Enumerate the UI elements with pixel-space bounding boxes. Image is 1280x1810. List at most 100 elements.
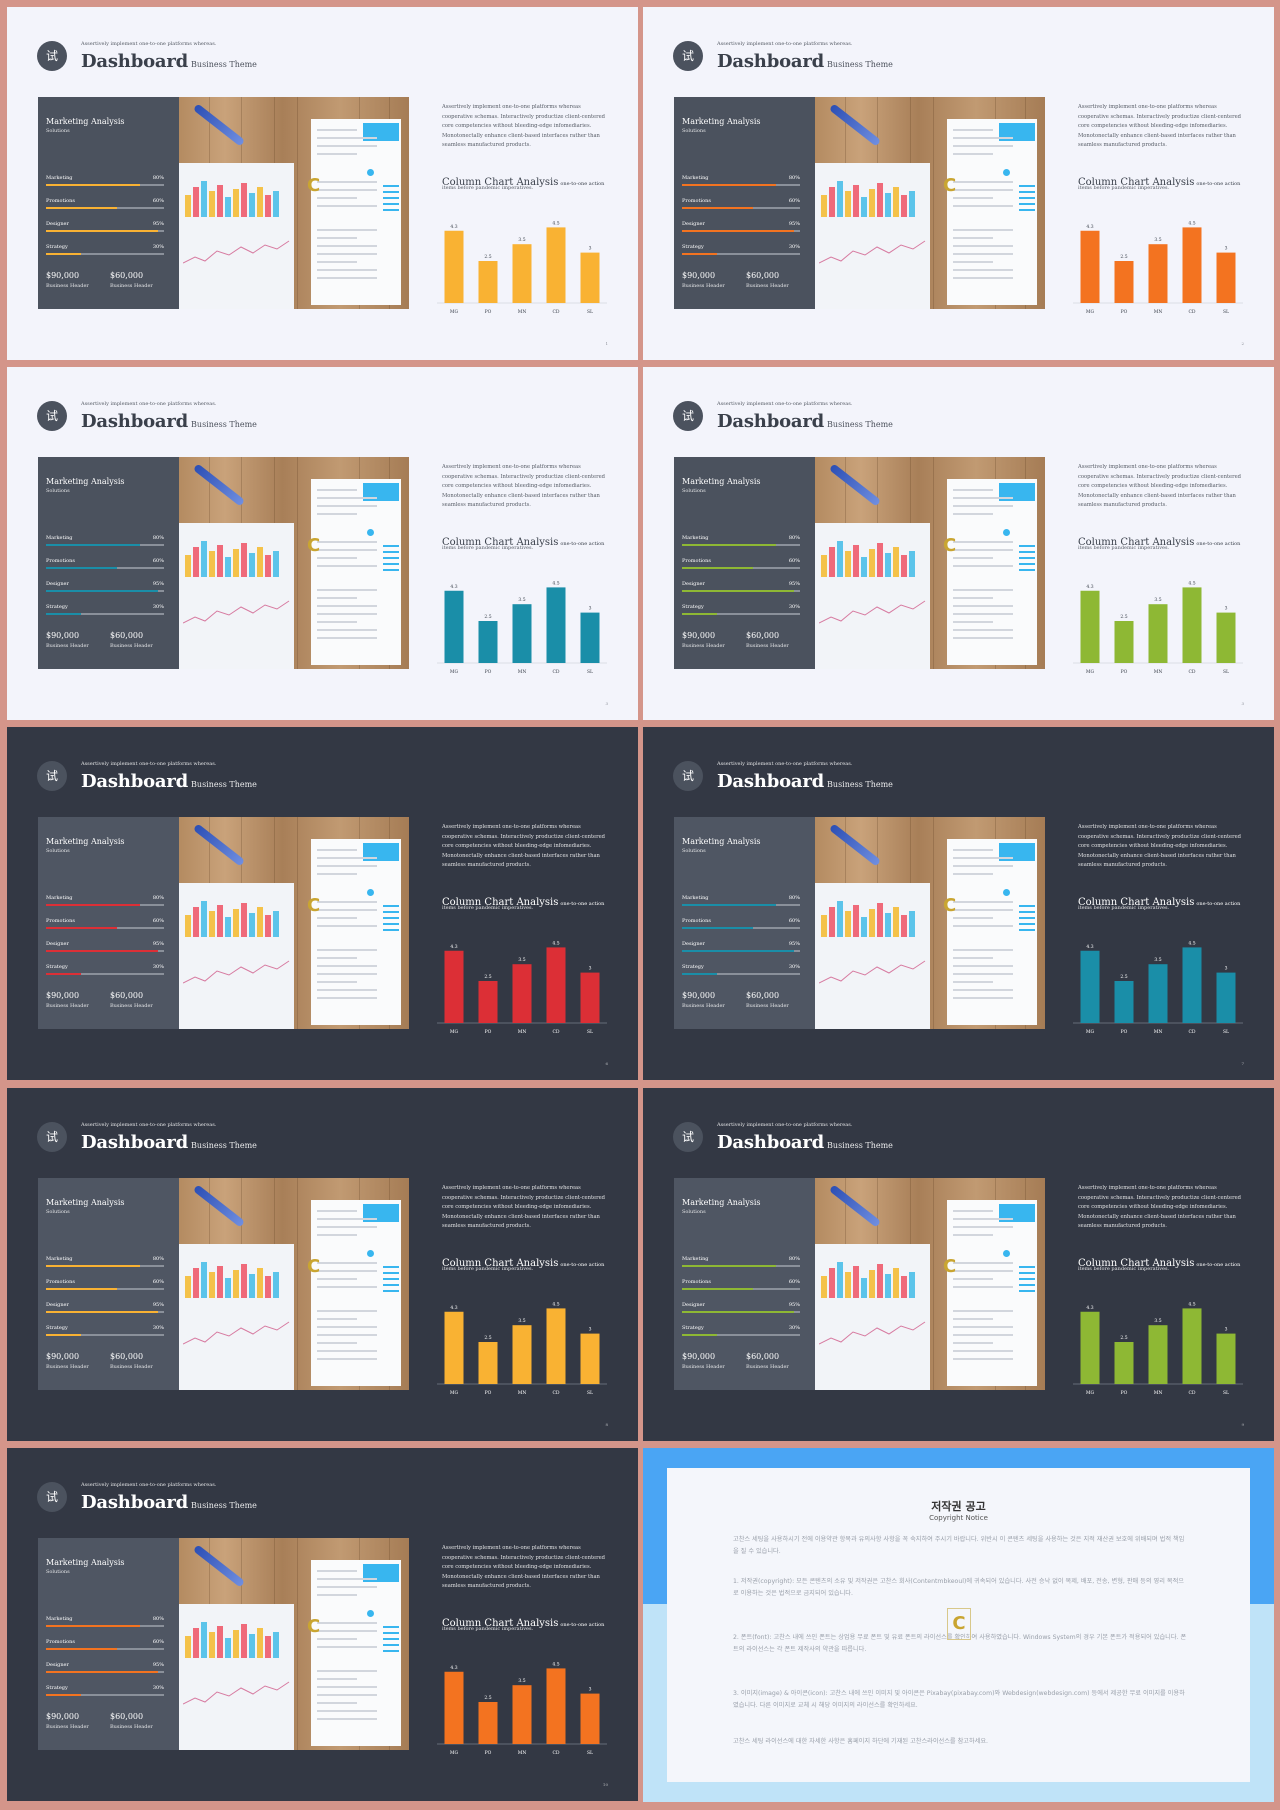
- logo-icon: 试: [37, 41, 67, 71]
- progress-track: [682, 950, 800, 952]
- progress-track: [46, 1625, 164, 1627]
- marketing-panel: Marketing Analysis Solutions Marketing 80% P…: [674, 97, 815, 309]
- money-amount: $60,000: [746, 1352, 780, 1361]
- copyright-outro: 고찬스 세팅 라이선스에 대한 자세한 사항은 홈페이지 하단에 기재된 고찬스…: [733, 1738, 989, 1745]
- chart-title-suffix: one-to-one action: [1196, 541, 1241, 547]
- metric-label: Strategy: [682, 1325, 704, 1331]
- metric-label: Designer: [46, 1302, 69, 1308]
- tagline: Assertively implement one-to-one platfor…: [81, 1122, 217, 1128]
- bar-value-label: 4.5: [552, 1301, 559, 1307]
- panel-title: Marketing Analysis: [46, 1558, 125, 1567]
- money-label: Business Header: [110, 1364, 153, 1370]
- tagline: Assertively implement one-to-one platfor…: [717, 761, 853, 767]
- slide: 试 Assertively implement one-to-one platfo…: [7, 1088, 638, 1441]
- x-tick-label: MG: [450, 1029, 459, 1035]
- dashboard-photo: C: [179, 97, 409, 309]
- money-amount: $90,000: [46, 271, 80, 280]
- paper-sheet: [179, 1604, 294, 1750]
- description: Assertively implement one-to-one platfor…: [442, 464, 605, 508]
- logo-icon: 试: [37, 761, 67, 791]
- column-chart: 4.3 MG 2.5 PO 3.5 MN 4.5 CD 3 SL: [1073, 580, 1243, 675]
- progress-fill: [46, 613, 82, 615]
- slide: 试 Assertively implement one-to-one platfo…: [643, 1088, 1274, 1441]
- page-number: 10: [602, 1782, 608, 1787]
- progress-track: [46, 567, 164, 569]
- pen-image: [192, 823, 246, 867]
- bar-value-label: 4.5: [552, 940, 559, 946]
- bar-value-label: 4.5: [552, 580, 559, 586]
- marketing-panel: Marketing Analysis Solutions Marketing 80% P…: [38, 97, 179, 309]
- metric-label: Promotions: [46, 198, 75, 204]
- bar-value-label: 2.5: [484, 614, 491, 620]
- x-tick-label: MG: [450, 1750, 459, 1756]
- title-sub: Business Theme: [827, 420, 893, 429]
- bar-value-label: 3: [589, 1327, 592, 1333]
- x-tick-label: MG: [1086, 669, 1095, 675]
- metric-value: 30%: [152, 244, 164, 250]
- bar-value-label: 3: [589, 1687, 592, 1693]
- page-number: 2: [1241, 341, 1244, 346]
- metric-value: 95%: [788, 1302, 800, 1308]
- progress-track: [46, 1671, 164, 1673]
- paper-sheet: [311, 1200, 401, 1386]
- description: Assertively implement one-to-one platfor…: [1078, 464, 1241, 508]
- chart-bar: [1080, 230, 1100, 303]
- metric-label: Designer: [46, 581, 69, 587]
- metric-label: Promotions: [46, 1639, 75, 1645]
- progress-fill: [46, 950, 159, 952]
- panel-title: Marketing Analysis: [46, 1198, 125, 1207]
- chart-title: Column Chart Analysis: [442, 1618, 559, 1629]
- progress-fill: [46, 927, 117, 929]
- metric-value: 30%: [152, 1685, 164, 1691]
- progress-fill: [682, 184, 777, 186]
- metric-label: Designer: [46, 941, 69, 947]
- x-tick-label: SL: [1223, 1029, 1229, 1035]
- metric-value: 80%: [152, 895, 164, 901]
- watermark-logo: C: [943, 175, 957, 196]
- description: Assertively implement one-to-one platfor…: [442, 1545, 605, 1589]
- slide-title: Dashboard Business Theme: [81, 771, 257, 792]
- chart-title-suffix: one-to-one action: [560, 181, 605, 187]
- metric-value: 30%: [788, 1325, 800, 1331]
- column-chart: 4.3 MG 2.5 PO 3.5 MN 4.5 CD 3 SL: [437, 580, 607, 675]
- logo-icon: 试: [673, 761, 703, 791]
- marketing-panel: Marketing Analysis Solutions Marketing 80% P…: [674, 1178, 815, 1390]
- chart-title: Column Chart Analysis: [1078, 897, 1195, 908]
- panel-subtitle: Solutions: [682, 1209, 706, 1215]
- panel-title: Marketing Analysis: [46, 837, 125, 846]
- chart-subtitle: items before pandemic imperatives.: [1078, 545, 1170, 551]
- watermark-logo: C: [307, 1256, 321, 1277]
- panel-title: Marketing Analysis: [682, 1198, 761, 1207]
- x-tick-label: CD: [1188, 1029, 1195, 1035]
- money-amount: $60,000: [110, 991, 144, 1000]
- tagline: Assertively implement one-to-one platfor…: [81, 1482, 217, 1488]
- title-sub: Business Theme: [191, 780, 257, 789]
- chart-bar: [1182, 1308, 1202, 1384]
- chart-bar: [1148, 244, 1168, 303]
- chart-subtitle: items before pandemic imperatives.: [442, 185, 534, 191]
- marketing-panel: Marketing Analysis Solutions Marketing 80% P…: [38, 817, 179, 1029]
- x-tick-label: CD: [552, 1029, 559, 1035]
- x-tick-label: SL: [587, 1390, 593, 1396]
- metric-value: 80%: [788, 175, 800, 181]
- chart-bar: [478, 261, 498, 303]
- progress-track: [46, 950, 164, 952]
- progress-track: [682, 904, 800, 906]
- paper-sheet: [947, 1200, 1037, 1386]
- marketing-panel: Marketing Analysis Solutions Marketing 80% P…: [38, 1538, 179, 1750]
- progress-track: [46, 1311, 164, 1313]
- bar-value-label: 4.3: [1086, 584, 1093, 590]
- progress-track: [46, 207, 164, 209]
- chart-heading: Column Chart Analysis one-to-one action: [442, 1251, 604, 1270]
- bar-value-label: 2.5: [484, 974, 491, 980]
- progress-fill: [682, 590, 795, 592]
- metric-label: Marketing: [46, 895, 73, 901]
- money-amount: $90,000: [682, 271, 716, 280]
- column-chart: 4.3 MG 2.5 PO 3.5 MN 4.5 CD 3 SL: [1073, 220, 1243, 315]
- chart-subtitle: items before pandemic imperatives.: [1078, 185, 1170, 191]
- chart-bar: [546, 1668, 566, 1744]
- title-sub: Business Theme: [827, 780, 893, 789]
- x-tick-label: PO: [485, 309, 492, 315]
- metric-value: 95%: [152, 941, 164, 947]
- chart-title: Column Chart Analysis: [442, 897, 559, 908]
